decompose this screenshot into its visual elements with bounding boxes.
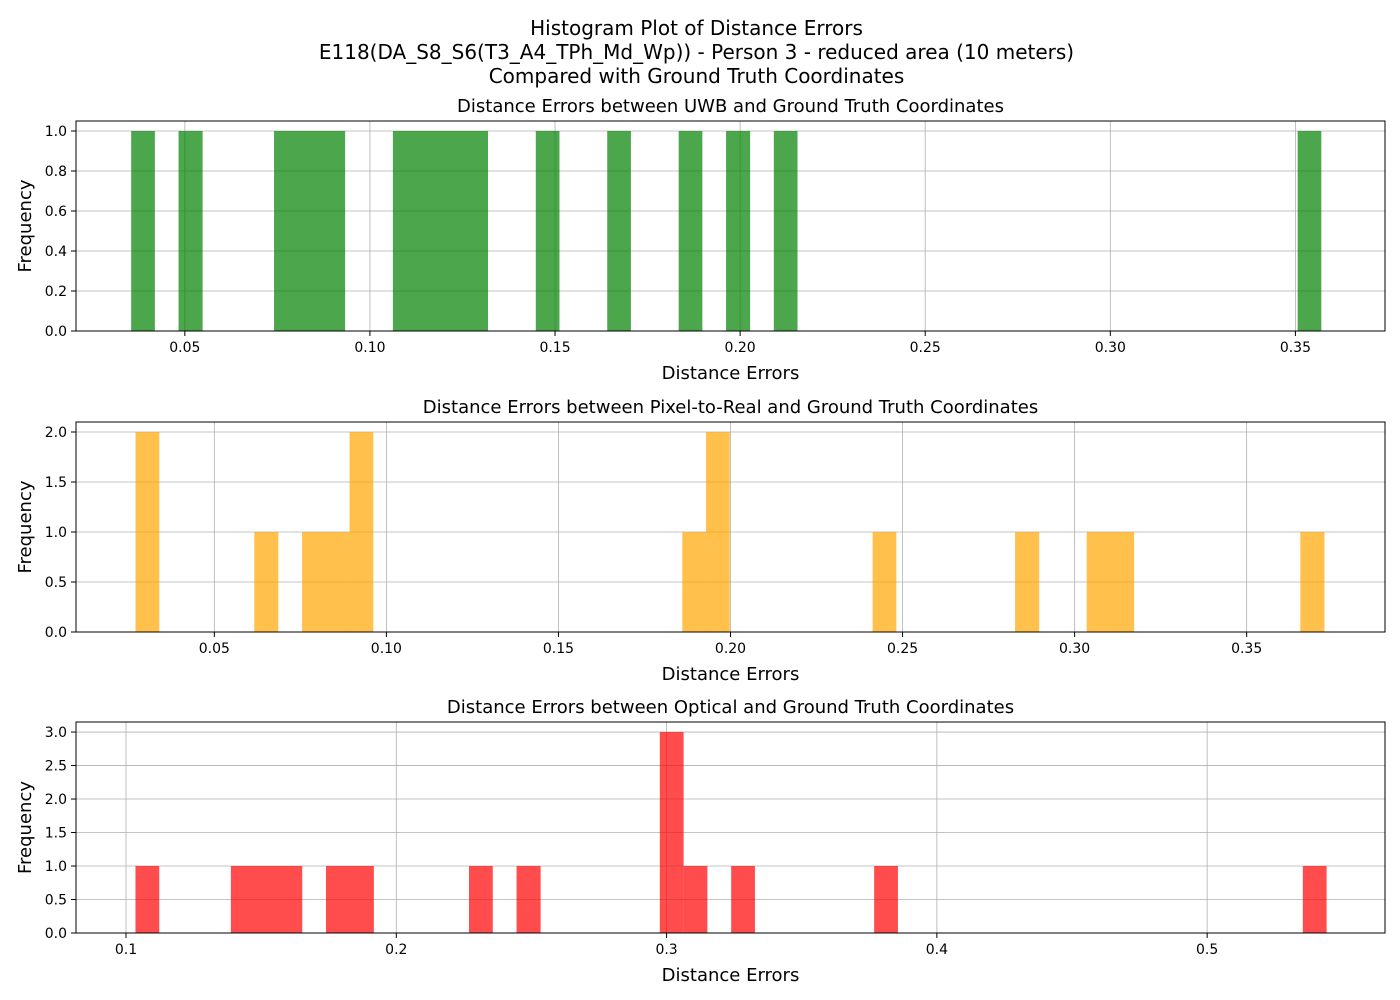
x-tick-label: 0.20	[725, 340, 756, 356]
histogram-bar	[706, 432, 730, 632]
histogram-bar	[516, 866, 541, 933]
histogram-bar	[731, 866, 755, 933]
x-tick-label: 0.05	[169, 340, 200, 356]
y-tick-label: 1.0	[45, 124, 67, 140]
histogram-bar	[1297, 131, 1322, 331]
y-tick-label: 2.5	[45, 759, 67, 775]
x-tick-label: 0.15	[539, 340, 570, 356]
y-tick-label: 0.0	[45, 926, 67, 942]
x-tick-label: 0.1	[115, 942, 137, 958]
figure-title-line-1: Histogram Plot of Distance Errors	[530, 16, 863, 40]
histogram-bar	[659, 732, 684, 933]
histogram-bar	[726, 131, 751, 331]
x-tick-label: 0.3	[655, 942, 677, 958]
x-tick-label: 0.25	[910, 340, 941, 356]
x-axis-label: Distance Errors	[662, 965, 800, 986]
y-tick-label: 3.0	[45, 725, 67, 741]
histogram-bar	[773, 131, 798, 331]
x-axis-label: Distance Errors	[662, 363, 800, 384]
axes-frame	[75, 721, 1386, 934]
x-tick-label: 0.30	[1059, 641, 1090, 657]
y-tick-label: 0.0	[45, 324, 67, 340]
y-tick-label: 2.0	[45, 792, 67, 808]
histogram-bar	[392, 131, 489, 331]
x-tick-label: 0.05	[199, 641, 230, 657]
x-tick-label: 0.20	[715, 641, 746, 657]
y-tick-label: 2.0	[45, 425, 67, 441]
y-tick-label: 0.6	[45, 204, 67, 220]
histogram-bar	[535, 131, 560, 331]
x-tick-label: 0.5	[1196, 942, 1218, 958]
histogram-bar	[274, 131, 346, 331]
subplot-title: Distance Errors between Pixel-to-Real an…	[423, 397, 1038, 418]
x-tick-label: 0.30	[1095, 340, 1126, 356]
histogram-bar	[682, 532, 707, 632]
x-tick-label: 0.2	[385, 942, 407, 958]
x-axis-label: Distance Errors	[662, 664, 800, 685]
y-tick-label: 0.2	[45, 284, 67, 300]
axes-frame	[75, 120, 1386, 332]
histogram-bar	[1086, 532, 1135, 632]
histogram-bar	[135, 866, 160, 933]
histogram-bar	[302, 532, 350, 632]
histogram-bar	[678, 131, 703, 331]
y-tick-label: 1.0	[45, 859, 67, 875]
x-tick-label: 0.4	[926, 942, 948, 958]
y-tick-label: 0.5	[45, 893, 67, 909]
x-tick-label: 0.15	[543, 641, 574, 657]
y-tick-label: 1.5	[45, 826, 67, 842]
x-tick-label: 0.10	[371, 641, 402, 657]
y-axis-label: Frequency	[15, 781, 36, 874]
x-tick-label: 0.10	[354, 340, 385, 356]
histogram-bar	[349, 432, 374, 632]
y-tick-label: 1.0	[45, 525, 67, 541]
histogram-bar	[178, 131, 203, 331]
figure-title-line-2: E118(DA_S8_S6(T3_A4_TPh_Md_Wp)) - Person…	[318, 40, 1075, 64]
y-tick-label: 0.8	[45, 164, 67, 180]
figure-title-line-3: Compared with Ground Truth Coordinates	[488, 64, 905, 88]
y-axis-label: Frequency	[15, 179, 36, 272]
histogram-bar	[872, 532, 897, 632]
histogram-bar	[135, 432, 160, 632]
subplot-title: Distance Errors between Optical and Grou…	[447, 697, 1014, 718]
y-tick-label: 1.5	[45, 475, 67, 491]
x-tick-label: 0.25	[887, 641, 918, 657]
y-tick-label: 0.0	[45, 625, 67, 641]
subplot-title: Distance Errors between UWB and Ground T…	[457, 96, 1004, 117]
histogram-bar	[1302, 866, 1327, 933]
histogram-bar	[607, 131, 631, 331]
histogram-bar	[230, 866, 303, 933]
chart-3: 0.1 0.2 0.3 0.4 0.5 0.0 0.5 1.0 1.5 2.0 2.5 3.0 Dist…	[15, 697, 1386, 986]
histogram-bar	[326, 866, 374, 933]
histogram-bar	[1300, 532, 1325, 632]
histogram-bar	[1015, 532, 1040, 632]
histogram-bar	[874, 866, 898, 933]
histogram-bar	[254, 532, 279, 632]
histogram-bar	[131, 131, 155, 331]
histogram-bar	[468, 866, 493, 933]
y-tick-label: 0.4	[45, 244, 67, 260]
y-axis-label: Frequency	[15, 480, 36, 573]
chart-2: 0.05 0.10 0.15 0.20 0.25 0.30 0.35 0.0 0.5 1.0 1.5…	[15, 397, 1386, 685]
y-tick-label: 0.5	[45, 575, 67, 591]
figure-title: Histogram Plot of Distance Errors E118(D…	[0, 16, 1393, 88]
x-tick-label: 0.35	[1280, 340, 1311, 356]
x-tick-label: 0.35	[1231, 641, 1262, 657]
histogram-bar	[683, 866, 708, 933]
chart-1: 0.05 0.10 0.15 0.20 0.25 0.30 0.35 0.0 0.2 0.4 0.6…	[15, 96, 1386, 384]
